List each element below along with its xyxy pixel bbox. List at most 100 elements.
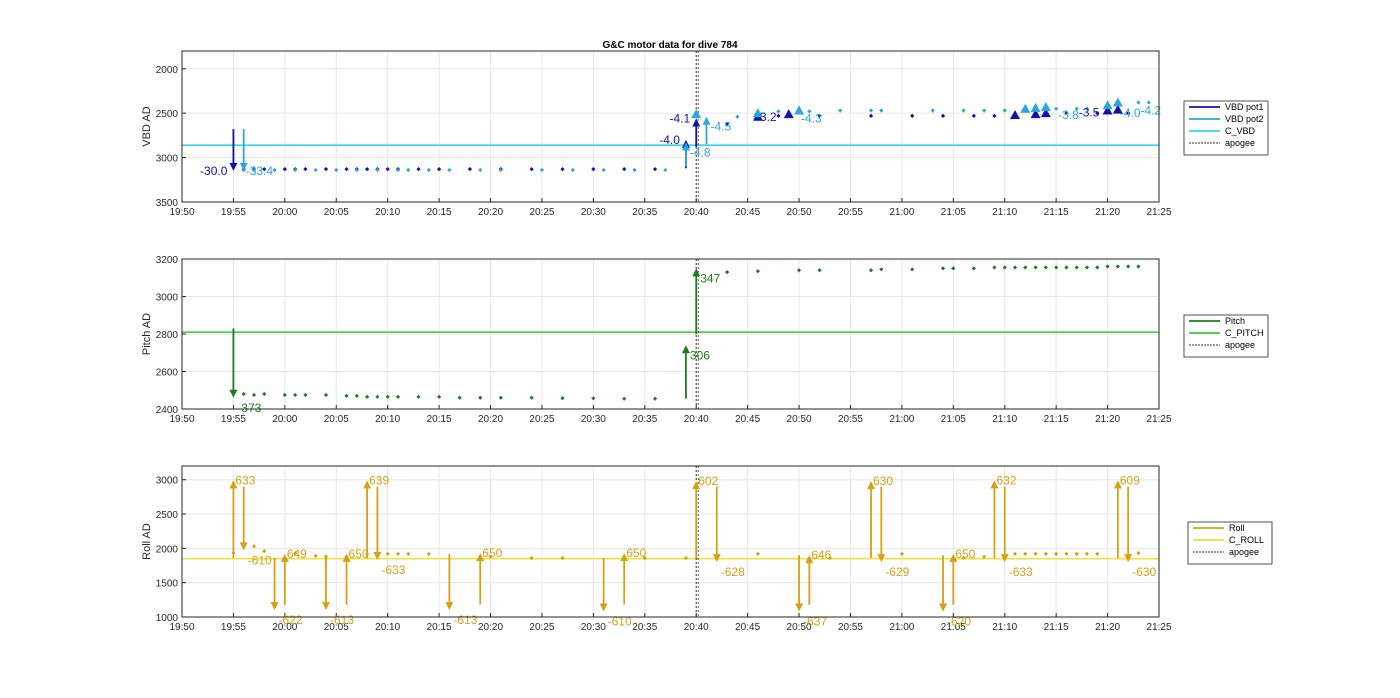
arrow-head [867,481,876,490]
x-tick-label: 20:10 [375,207,400,218]
legend-box [1183,314,1269,358]
arrow-head [939,603,948,612]
data-point [1084,265,1090,270]
arrow-head [1113,480,1122,489]
data-point [395,551,401,556]
data-point [1095,265,1100,270]
x-tick-label: 20:45 [735,622,760,633]
arrow-label: 639 [369,473,389,487]
x-tick-label: 21:20 [1095,207,1120,218]
data-point [406,551,411,556]
x-tick-label: 21:20 [1095,622,1120,633]
arrow-head [599,603,608,612]
data-point [344,393,349,398]
arrow-label: -610 [608,615,632,629]
data-point [323,554,329,559]
y-axis-label: Pitch AD [141,313,153,355]
data-marker [1040,101,1051,111]
arrow-label: -613 [330,613,354,627]
arrow-label: 650 [482,546,502,560]
data-point [1012,265,1018,270]
data-point [601,167,606,173]
y-tick-label: 3000 [156,476,179,487]
data-point [1043,551,1048,556]
x-tick-label: 21:15 [1044,414,1069,425]
data-point [940,266,946,271]
arrow-label: -610 [248,553,272,567]
data-point [879,267,884,272]
arrow-head [692,481,701,490]
x-tick-label: 21:10 [992,414,1017,425]
data-point [1033,265,1038,270]
arrow-label: 646 [811,548,831,562]
data-point [868,268,874,273]
data-point [416,167,421,172]
data-point [560,396,565,401]
data-point [262,391,267,397]
data-point [622,396,627,401]
data-point [1054,551,1059,556]
legend-entry: C_ROLL [1229,535,1264,545]
x-tick-label: 21:05 [941,622,966,633]
value-annotation: -3.8 [1058,108,1079,122]
data-point [1095,551,1100,556]
legend-entry: VBD pot1 [1225,102,1264,112]
data-point [632,167,637,173]
arrow-label: -633 [381,563,405,577]
data-point [724,270,730,275]
data-point [652,396,658,401]
data-point [1074,265,1079,270]
arrow-head [229,480,238,489]
data-point [529,167,534,172]
x-tick-label: 20:30 [581,622,606,633]
arrow-label: -4.5 [710,120,731,134]
data-point [529,555,534,561]
data-point [1126,264,1131,269]
data-point [303,167,308,172]
legend-entry: C_PITCH [1225,328,1264,338]
arrow-label: -637 [803,615,827,629]
arrow-label: 602 [698,474,718,488]
y-tick-label: 2500 [156,109,179,120]
arrow-label: -4.0 [659,133,680,147]
legend-entry: apogee [1225,138,1255,148]
plot-frame [181,465,1160,618]
figure-title: G&C motor data for dive 784 [602,40,737,51]
x-tick-label: 20:55 [838,414,863,425]
data-point [323,167,329,172]
arrow-label: -629 [885,565,909,579]
data-marker [1010,109,1021,119]
arrow-head [239,542,248,551]
x-tick-label: 20:45 [735,207,760,218]
x-tick-label: 21:00 [889,207,914,218]
x-tick-label: 20:10 [375,622,400,633]
data-point [1136,264,1141,269]
data-point [755,269,761,274]
plot-frame [181,50,1160,203]
y-tick-label: 2000 [156,544,179,555]
data-point [241,391,246,397]
data-point [992,265,997,270]
data-point [282,167,287,172]
x-tick-label: 20:25 [529,207,554,218]
data-point [375,167,380,173]
arrow-head [795,603,804,612]
x-tick-label: 20:40 [684,207,709,218]
arrow-head [445,602,454,611]
data-point [910,267,915,272]
x-tick-label: 21:20 [1095,414,1120,425]
plot-area [182,466,1159,617]
arrow-label: 650 [955,547,975,561]
x-tick-label: 21:00 [889,622,914,633]
data-point [560,555,565,561]
data-point [416,394,421,399]
panel-roll: 19:50 19:55 20:00 20:05 20:10 20:15 20:20 20:25… [141,465,1273,633]
x-tick-label: 20:00 [272,414,297,425]
x-tick-label: 21:15 [1044,622,1069,633]
value-annotation: -4.0 [1120,106,1141,120]
x-tick-label: 20:00 [272,622,297,633]
x-tick-label: 20:55 [838,622,863,633]
y-tick-label: 3200 [156,255,179,266]
arrow-head [239,162,248,171]
arrow-label: -4.1 [670,112,691,126]
